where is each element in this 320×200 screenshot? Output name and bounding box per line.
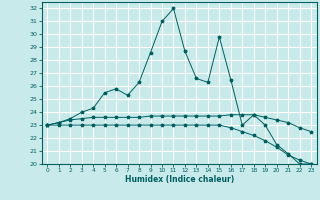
X-axis label: Humidex (Indice chaleur): Humidex (Indice chaleur) — [124, 175, 234, 184]
